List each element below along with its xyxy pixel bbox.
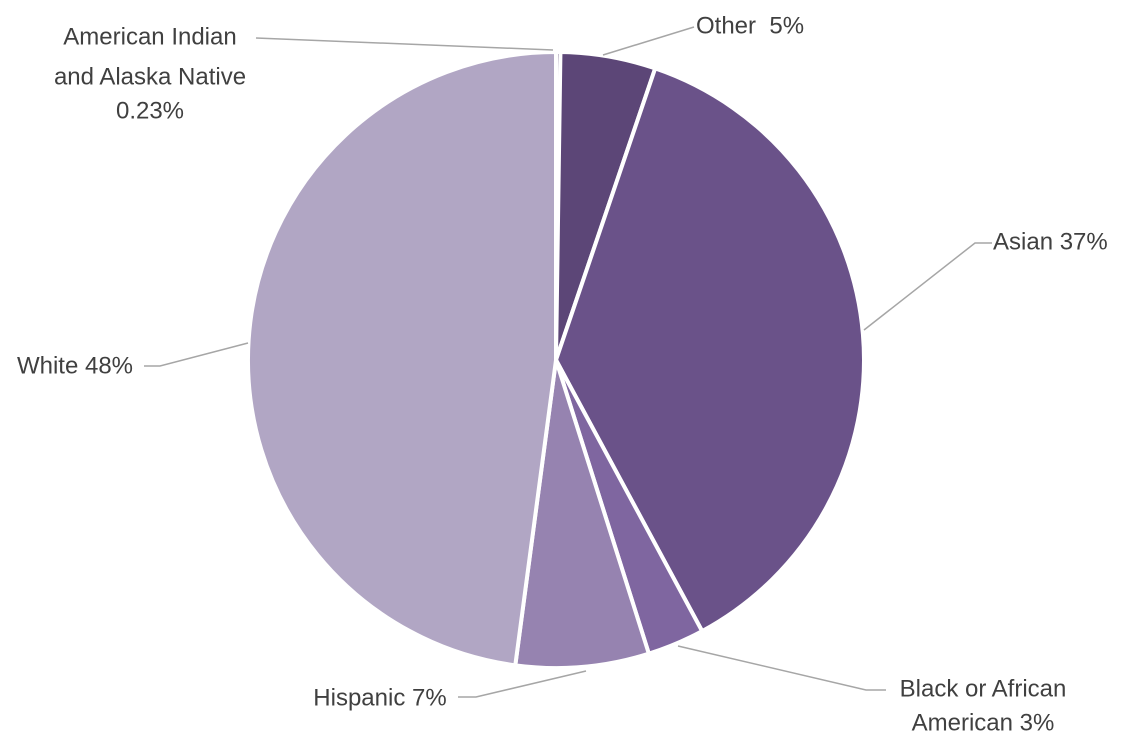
- pie-slices: [246, 49, 866, 671]
- slice-labels: American Indian and Alaska Native 0.23% Oth…: [17, 12, 1108, 732]
- leader-line-white: [144, 342, 249, 367]
- pie-slice-hispanic: [513, 358, 651, 671]
- leader-line-asian: [863, 242, 992, 331]
- slice-label-american-indian-and-alaska-native: American Indian: [63, 23, 236, 50]
- pie-slice-asian: [554, 66, 866, 634]
- leader-line-hispanic: [458, 670, 587, 698]
- slice-label-black-or-african-american: American 3%: [912, 709, 1055, 732]
- slice-label-hispanic: Hispanic 7%: [313, 684, 446, 711]
- slice-label-other: Other 5%: [696, 12, 804, 39]
- leader-line-black-or-african-american: [677, 645, 886, 691]
- leader-line-american-indian-and-alaska-native: [255, 37, 554, 51]
- slice-label-black-or-african-american: Black or African: [900, 675, 1067, 702]
- pie-slice-white: [246, 50, 558, 668]
- slice-label-asian: Asian 37%: [993, 228, 1108, 255]
- slice-label-american-indian-and-alaska-native: 0.23%: [116, 97, 184, 124]
- slice-label-white: White 48%: [17, 352, 133, 379]
- leader-line-other: [602, 26, 695, 56]
- slice-label-american-indian-and-alaska-native: and Alaska Native: [54, 63, 246, 90]
- leader-lines: [144, 26, 992, 698]
